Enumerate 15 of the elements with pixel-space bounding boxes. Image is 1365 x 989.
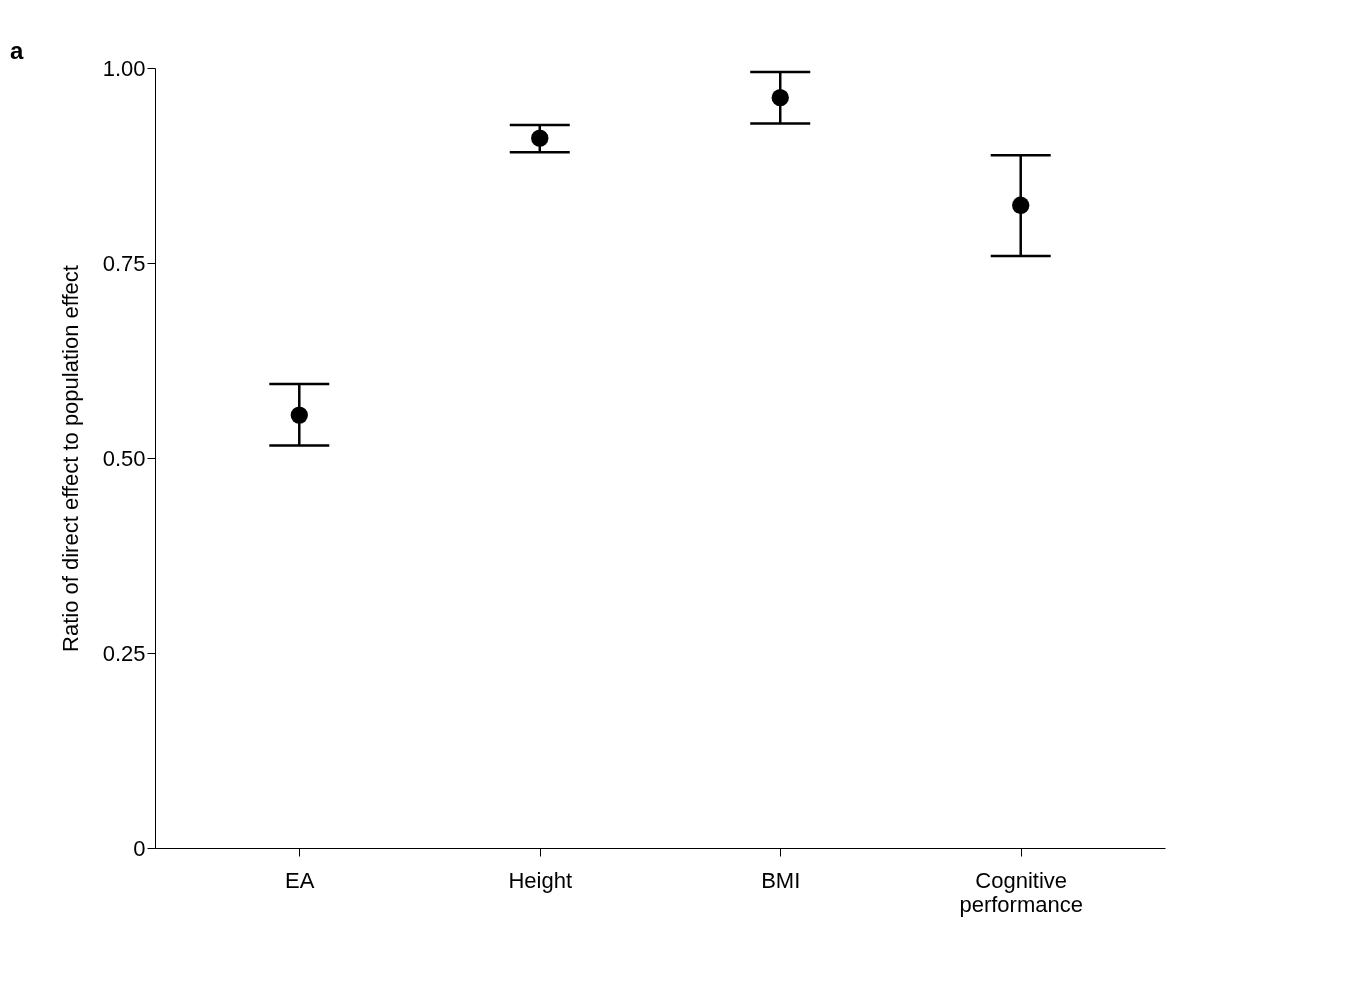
y-tick-label: 0.75: [102, 250, 146, 276]
y-tick-label: 0: [133, 835, 146, 861]
text: a: [10, 37, 24, 64]
x-tick-label: Cognitive performance: [959, 867, 1083, 917]
point: [1012, 196, 1030, 214]
y-tick-label: 0.50: [102, 445, 146, 471]
y-tick-label: 1.00: [102, 55, 146, 81]
point: [290, 406, 308, 424]
point: [771, 89, 789, 107]
x-tick-label: Height: [508, 867, 573, 893]
y-axis-title: Ratio of direct effect to population effect: [57, 265, 83, 652]
y-tick-label: 0.25: [102, 640, 146, 666]
x-tick-label: BMI: [761, 867, 801, 893]
point: [531, 129, 549, 147]
x-tick-label: EA: [285, 867, 315, 893]
